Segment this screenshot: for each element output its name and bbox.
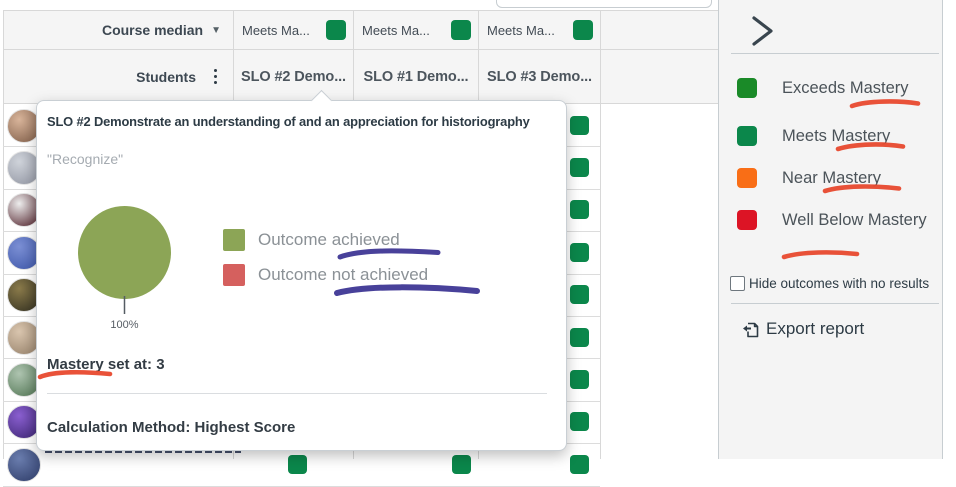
calculation-method-text: Calculation Method: Highest Score: [47, 419, 296, 436]
hide-outcomes-checkbox[interactable]: [730, 276, 745, 291]
student-avatar[interactable]: [7, 150, 41, 185]
median-cell-slo2: Meets Ma...: [233, 10, 353, 50]
student-avatar[interactable]: [7, 447, 41, 482]
near-mastery-label: Near Mastery: [782, 169, 882, 187]
student-avatar[interactable]: [7, 193, 41, 228]
pie-legend-not-achieved: Outcome not achieved: [223, 264, 428, 286]
students-label: Students: [136, 68, 196, 85]
outcome-popover: SLO #2 Demonstrate an understanding of a…: [36, 89, 567, 451]
legend-item-exceeds: Exceeds Mastery: [737, 78, 927, 99]
well-below-mastery-square-icon: [737, 210, 757, 230]
outcome-result-square[interactable]: [570, 454, 589, 474]
column-header-slo3[interactable]: SLO #3 Demo...: [478, 50, 600, 104]
well-below-mastery-label: Well Below Mastery: [782, 211, 927, 229]
legend-item-meets: Meets Mastery: [737, 126, 927, 147]
column-header-slo2[interactable]: SLO #2 Demo...: [233, 50, 353, 104]
slo1-header-label: SLO #1 Demo...: [363, 68, 469, 85]
export-report-button[interactable]: Export report: [766, 319, 865, 338]
outcome-result-square[interactable]: [452, 454, 471, 474]
median-cell-slo1: Meets Ma...: [353, 10, 478, 50]
median-text: Meets Ma...: [242, 22, 310, 38]
grid-line: [3, 104, 4, 459]
near-mastery-square-icon: [737, 168, 757, 188]
median-cell-slo3: Meets Ma...: [478, 10, 600, 50]
popover-divider: [47, 393, 547, 394]
exceeds-mastery-square-icon: [737, 78, 757, 98]
sidebar-divider: [731, 303, 939, 304]
chevron-down-icon: ▼: [211, 24, 221, 36]
outcome-pie-chart: 100%: [78, 206, 171, 331]
column-header-slo1[interactable]: SLO #1 Demo...: [353, 50, 478, 104]
popover-subtitle: "Recognize": [47, 151, 124, 167]
student-avatar[interactable]: [7, 320, 41, 355]
slo2-header-label: SLO #2 Demo...: [241, 68, 346, 85]
mastery-legend-sidebar: Exceeds Mastery Meets Mastery Near Maste…: [718, 0, 943, 459]
kebab-menu-icon[interactable]: [210, 65, 221, 88]
course-median-label: Course median: [101, 22, 204, 38]
outcome-result-square[interactable]: [570, 369, 589, 389]
outcome-result-square[interactable]: [288, 454, 307, 474]
mastery-set-text: Mastery set at: 3: [47, 356, 165, 373]
pie-legend-achieved: Outcome achieved: [223, 229, 400, 251]
median-text: Meets Ma...: [487, 22, 555, 38]
pie-slice-achieved: [78, 206, 171, 299]
achieved-label: Outcome achieved: [258, 230, 400, 249]
pie-data-label: 100%: [110, 319, 138, 331]
students-header: Students: [3, 50, 233, 104]
grid-line: [600, 104, 601, 459]
meets-mastery-square-icon: [573, 20, 593, 40]
outcome-result-square[interactable]: [570, 327, 589, 347]
not-achieved-swatch-icon: [223, 264, 245, 286]
export-icon: [743, 322, 759, 338]
meets-mastery-square-icon: [737, 126, 757, 146]
outcome-result-square[interactable]: [570, 285, 589, 305]
outcome-result-square[interactable]: [570, 200, 589, 220]
legend-item-well-below: Well Below Mastery: [737, 210, 927, 231]
not-achieved-label: Outcome not achieved: [258, 265, 429, 284]
collapse-panel-chevron-icon[interactable]: [741, 12, 779, 50]
slo3-header-label: SLO #3 Demo...: [487, 68, 592, 85]
exceeds-mastery-label: Exceeds Mastery: [782, 79, 909, 97]
student-avatar[interactable]: [7, 362, 41, 397]
sidebar-divider: [731, 53, 939, 54]
median-cell-empty: [600, 10, 718, 50]
meets-mastery-square-icon: [451, 20, 471, 40]
row-divider: [3, 485, 600, 487]
legend-item-near: Near Mastery: [737, 168, 927, 189]
course-median-dropdown[interactable]: Course median ▼: [3, 10, 233, 50]
outcome-result-square[interactable]: [570, 157, 589, 177]
meets-mastery-square-icon: [326, 20, 346, 40]
median-text: Meets Ma...: [362, 22, 430, 38]
search-input[interactable]: [496, 0, 712, 8]
achieved-swatch-icon: [223, 229, 245, 251]
meets-mastery-label: Meets Mastery: [782, 127, 891, 145]
column-header-empty: [600, 50, 718, 104]
outcome-result-square[interactable]: [570, 412, 589, 432]
outcome-result-square[interactable]: [570, 242, 589, 262]
popover-title: SLO #2 Demonstrate an understanding of a…: [47, 114, 530, 129]
outcome-result-square[interactable]: [570, 115, 589, 135]
hide-outcomes-label: Hide outcomes with no results: [749, 276, 930, 291]
